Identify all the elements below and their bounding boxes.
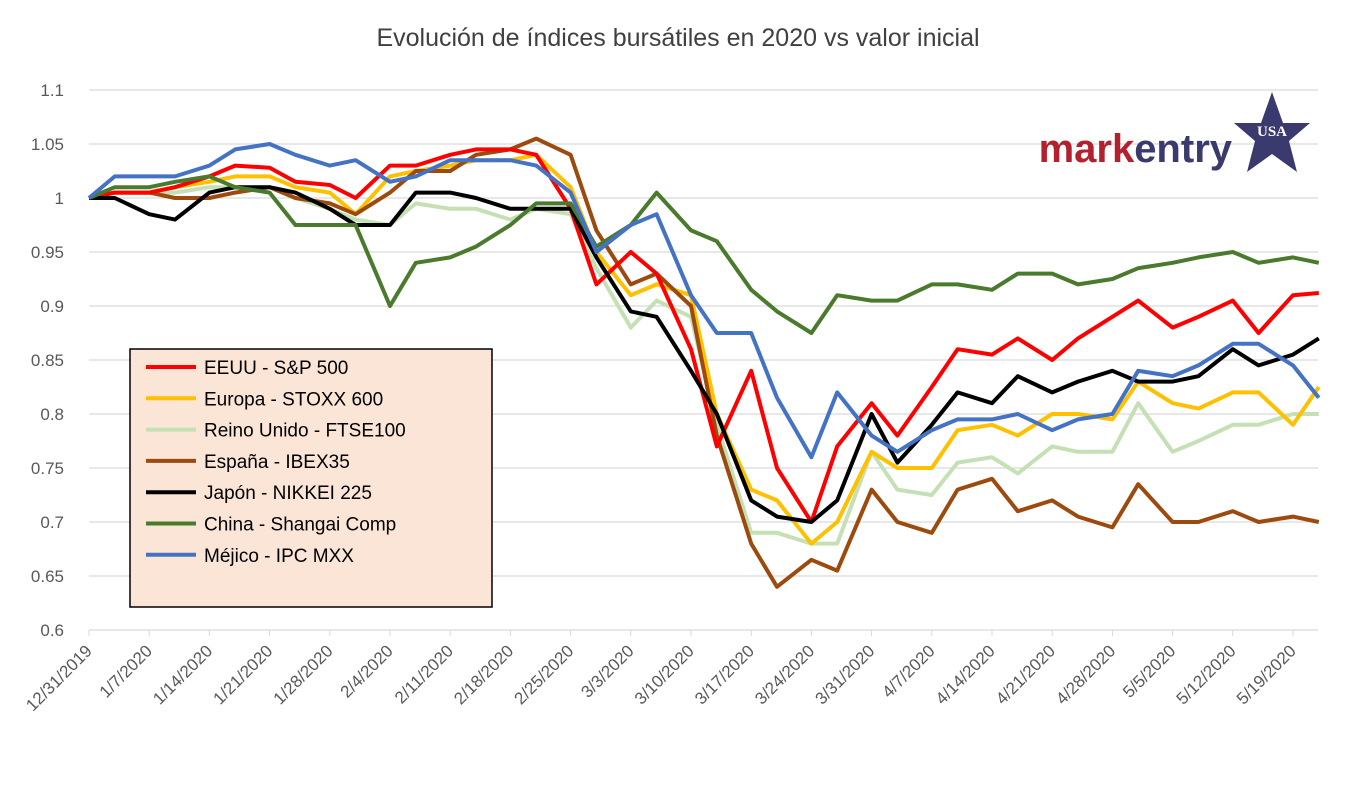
x-tick-label: 4/14/2020	[932, 641, 999, 708]
x-tick-label: 2/4/2020	[337, 641, 397, 701]
x-tick-label: 3/3/2020	[577, 641, 637, 701]
x-tick-label: 2/18/2020	[450, 641, 517, 708]
x-tick-label: 4/7/2020	[878, 641, 938, 701]
y-tick-label: 1	[55, 189, 64, 208]
x-tick-label: 1/7/2020	[96, 641, 156, 701]
y-tick-label: 0.75	[31, 459, 64, 478]
y-tick-label: 0.8	[40, 405, 64, 424]
x-tick-label: 12/31/2019	[22, 641, 96, 715]
y-tick-label: 0.95	[31, 243, 64, 262]
series-line-4	[89, 185, 1320, 524]
x-tick-label: 2/25/2020	[511, 641, 578, 708]
x-tick-label: 5/5/2020	[1119, 641, 1179, 701]
logo-mark: mark	[1039, 127, 1135, 171]
logo-entry: entry	[1134, 127, 1233, 171]
series-line-5	[88, 174, 1320, 335]
legend-label: Méjico - IPC MXX	[204, 546, 354, 567]
chart-title: Evolución de índices bursátiles en 2020 …	[376, 24, 979, 52]
legend-label: España - IBEX35	[204, 452, 350, 473]
legend-label: Reino Unido - FTSE100	[204, 421, 406, 442]
y-axis: 0.6 0.65 0.7 0.75 0.8 0.85 0.9 0.95 1 1.05 1.1	[31, 81, 64, 640]
legend-label: EEUU - S&P 500	[204, 358, 348, 379]
legend-label: Europa - STOXX 600	[204, 389, 383, 410]
x-tick-label: 3/10/2020	[631, 641, 698, 708]
x-tick-label: 3/24/2020	[751, 641, 818, 708]
x-tick-label: 5/12/2020	[1173, 641, 1240, 708]
series-lines	[87, 136, 1321, 589]
markentry-logo: markentry USA	[1039, 92, 1310, 172]
y-tick-label: 0.9	[40, 297, 64, 316]
x-axis: 12/31/2019 1/7/20201/14/20201/21/20201/28…	[22, 629, 1318, 715]
x-tick-label: 4/21/2020	[992, 641, 1059, 708]
y-tick-label: 0.7	[40, 513, 64, 532]
x-tick-label: 4/28/2020	[1052, 641, 1119, 708]
series-line-1	[88, 152, 1321, 546]
x-tick-label: 3/17/2020	[691, 641, 758, 708]
x-tick-label: 5/19/2020	[1233, 641, 1300, 708]
x-tick-label: 3/31/2020	[812, 641, 879, 708]
series-line-0	[88, 147, 1319, 524]
series-line-3	[88, 136, 1320, 589]
x-tick-label: 1/28/2020	[270, 641, 337, 708]
star-icon	[1234, 92, 1310, 172]
x-tick-label: 1/21/2020	[210, 641, 277, 708]
x-tick-label: 2/11/2020	[391, 641, 457, 707]
legend-label: China - Shangai Comp	[204, 515, 396, 536]
y-tick-label: 0.85	[31, 351, 64, 370]
y-tick-label: 1.1	[40, 81, 64, 100]
x-tick-label: 1/14/2020	[149, 641, 216, 708]
logo-usa: USA	[1257, 124, 1287, 140]
y-tick-label: 0.6	[40, 621, 64, 640]
series-line-6	[87, 142, 1321, 460]
y-tick-label: 0.65	[31, 567, 64, 586]
legend: EEUU - S&P 500 Europa - STOXX 600 Reino Un…	[129, 348, 493, 608]
legend-label: Japón - NIKKEI 225	[204, 483, 372, 504]
y-tick-label: 1.05	[31, 135, 64, 154]
svg-text:markentry: markentry	[1039, 127, 1233, 171]
